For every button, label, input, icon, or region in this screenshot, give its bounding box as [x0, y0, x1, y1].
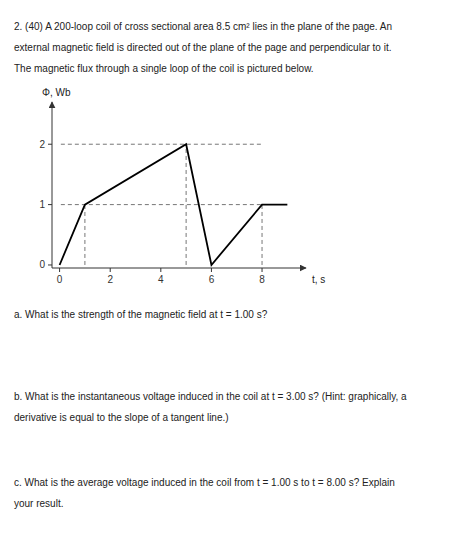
guide-line — [61, 204, 262, 205]
annotation: 2. (40) A 200-loop coil of cross section… — [14, 21, 392, 32]
annotation: b. What is the instantaneous voltage ind… — [14, 391, 407, 402]
x-tick — [160, 268, 161, 272]
annotation: your result. — [14, 498, 63, 509]
y-tick-label: 0 — [39, 259, 45, 270]
x-tick-label: 6 — [209, 274, 215, 285]
x-tick-label: 4 — [158, 274, 164, 285]
x-tick — [110, 268, 111, 272]
y-tick — [48, 204, 52, 205]
annotation: The magnetic flux through a single loop … — [14, 63, 314, 74]
y-tick-label: 2 — [39, 139, 45, 150]
plot-area — [60, 144, 288, 265]
guide-line — [186, 144, 187, 265]
chart: 2. (40) A 200-loop coil of cross section… — [0, 0, 469, 547]
x-tick-label: 8 — [259, 274, 265, 285]
x-tick — [262, 268, 263, 272]
y-tick — [48, 264, 52, 265]
guide-line — [84, 205, 85, 265]
y-tick — [48, 144, 52, 145]
annotation: c. What is the average voltage induced i… — [14, 477, 395, 488]
y-tick-label: 1 — [39, 199, 45, 210]
annotation: derivative is equal to the slope of a ta… — [14, 412, 229, 423]
x-axis — [52, 268, 306, 269]
x-axis-label: t, s — [312, 274, 325, 285]
guide-line — [262, 205, 263, 265]
x-tick — [211, 268, 212, 272]
x-tick — [59, 268, 60, 272]
y-axis-label: Φ, Wb — [42, 87, 71, 98]
y-axis — [52, 102, 53, 268]
annotation: external magnetic field is directed out … — [14, 42, 391, 53]
x-tick-label: 2 — [107, 274, 113, 285]
flux-line — [60, 144, 288, 265]
annotation: a. What is the strength of the magnetic … — [14, 309, 268, 320]
guide-line — [61, 144, 262, 145]
x-tick-label: 0 — [57, 274, 63, 285]
